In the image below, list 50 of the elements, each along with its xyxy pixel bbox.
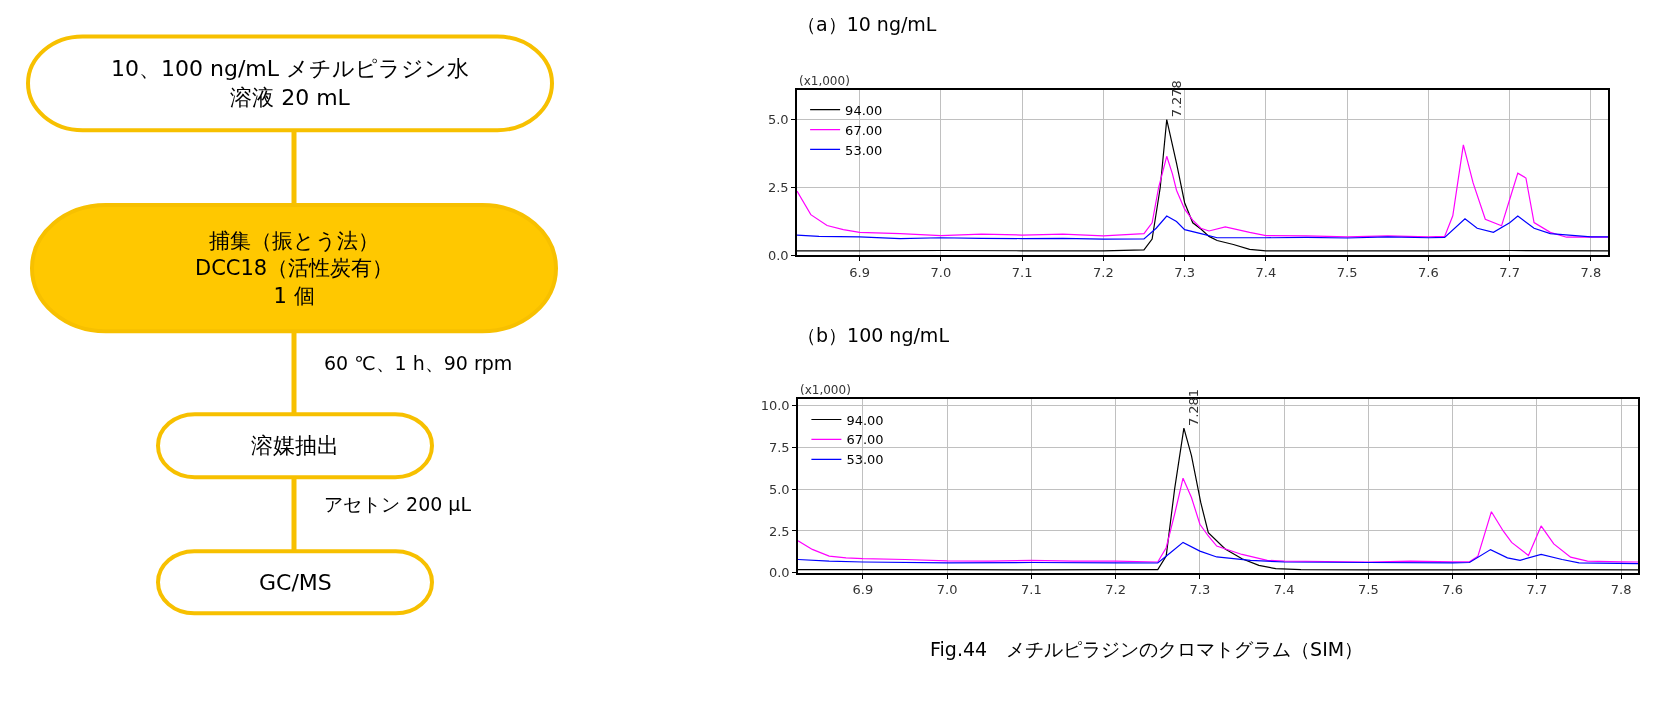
legend-label: 53.00 <box>846 452 884 468</box>
y-tick-label: 7.5 <box>768 439 790 455</box>
line-series <box>798 477 1638 563</box>
x-tick-label: 7.8 <box>1580 264 1602 280</box>
x-tick-label: 7.2 <box>1093 264 1114 280</box>
x-tick-label: 7.1 <box>1021 582 1042 598</box>
annotation: 7.281 <box>1185 388 1201 427</box>
text: 60 ℃、1 h、90 rpm <box>324 352 513 374</box>
x-tick-label: 7.7 <box>1499 264 1521 280</box>
x-tick-label: 7.1 <box>1011 264 1033 280</box>
y-axis-title: (x1,000) <box>800 383 851 397</box>
y-tick-label: 2.5 <box>767 180 789 196</box>
text: 捕集（振とう法）DCC18（活性炭有）1 個 <box>195 229 394 308</box>
x-tick-label: 7.6 <box>1442 582 1463 598</box>
legend-label: 53.00 <box>845 142 883 158</box>
x-tick-label: 7.0 <box>936 582 958 598</box>
text: 10、100 ng/mL メチルピラジン水溶液 20 mL <box>111 56 469 110</box>
line-series <box>797 215 1608 240</box>
y-tick-label: 5.0 <box>768 481 790 497</box>
x-tick-label: 7.5 <box>1336 264 1358 280</box>
y-tick-label: 10.0 <box>760 397 790 413</box>
legend-label: 94.00 <box>845 102 883 118</box>
x-tick-label: 7.3 <box>1189 582 1211 598</box>
legend-label: 94.00 <box>846 412 884 428</box>
x-tick-label: 7.3 <box>1174 264 1195 280</box>
x-tick-label: 7.4 <box>1273 582 1295 598</box>
x-tick-label: 7.7 <box>1526 582 1548 598</box>
x-tick-label: 7.5 <box>1358 582 1379 598</box>
caption: Fig.44 メチルピラジンのクロマトグラム（SIM） <box>930 638 1364 660</box>
y-tick-label: 2.5 <box>768 523 790 539</box>
chart-title: （b）100 ng/mL <box>797 324 950 346</box>
legend-label: 67.00 <box>845 122 883 138</box>
text: 溶媒抽出 <box>251 433 339 458</box>
chart-title: （a）10 ng/mL <box>797 13 937 35</box>
x-tick-label: 7.0 <box>930 264 952 280</box>
y-axis-title: (x1,000) <box>799 74 850 88</box>
line-series <box>798 541 1638 565</box>
y-tick-label: 0.0 <box>768 565 790 581</box>
text: GC/MS <box>259 570 332 595</box>
x-tick-label: 6.9 <box>849 264 870 280</box>
x-tick-label: 7.6 <box>1418 264 1439 280</box>
x-tick-label: 7.8 <box>1610 582 1632 598</box>
x-tick-label: 7.2 <box>1105 582 1126 598</box>
x-tick-label: 7.4 <box>1255 264 1277 280</box>
text: アセトン 200 μL <box>324 493 472 515</box>
x-tick-label: 6.9 <box>852 582 874 598</box>
y-tick-label: 5.0 <box>767 112 789 128</box>
annotation: 7.278 <box>1169 80 1185 118</box>
legend-label: 67.00 <box>846 432 884 448</box>
y-tick-label: 0.0 <box>767 247 789 263</box>
